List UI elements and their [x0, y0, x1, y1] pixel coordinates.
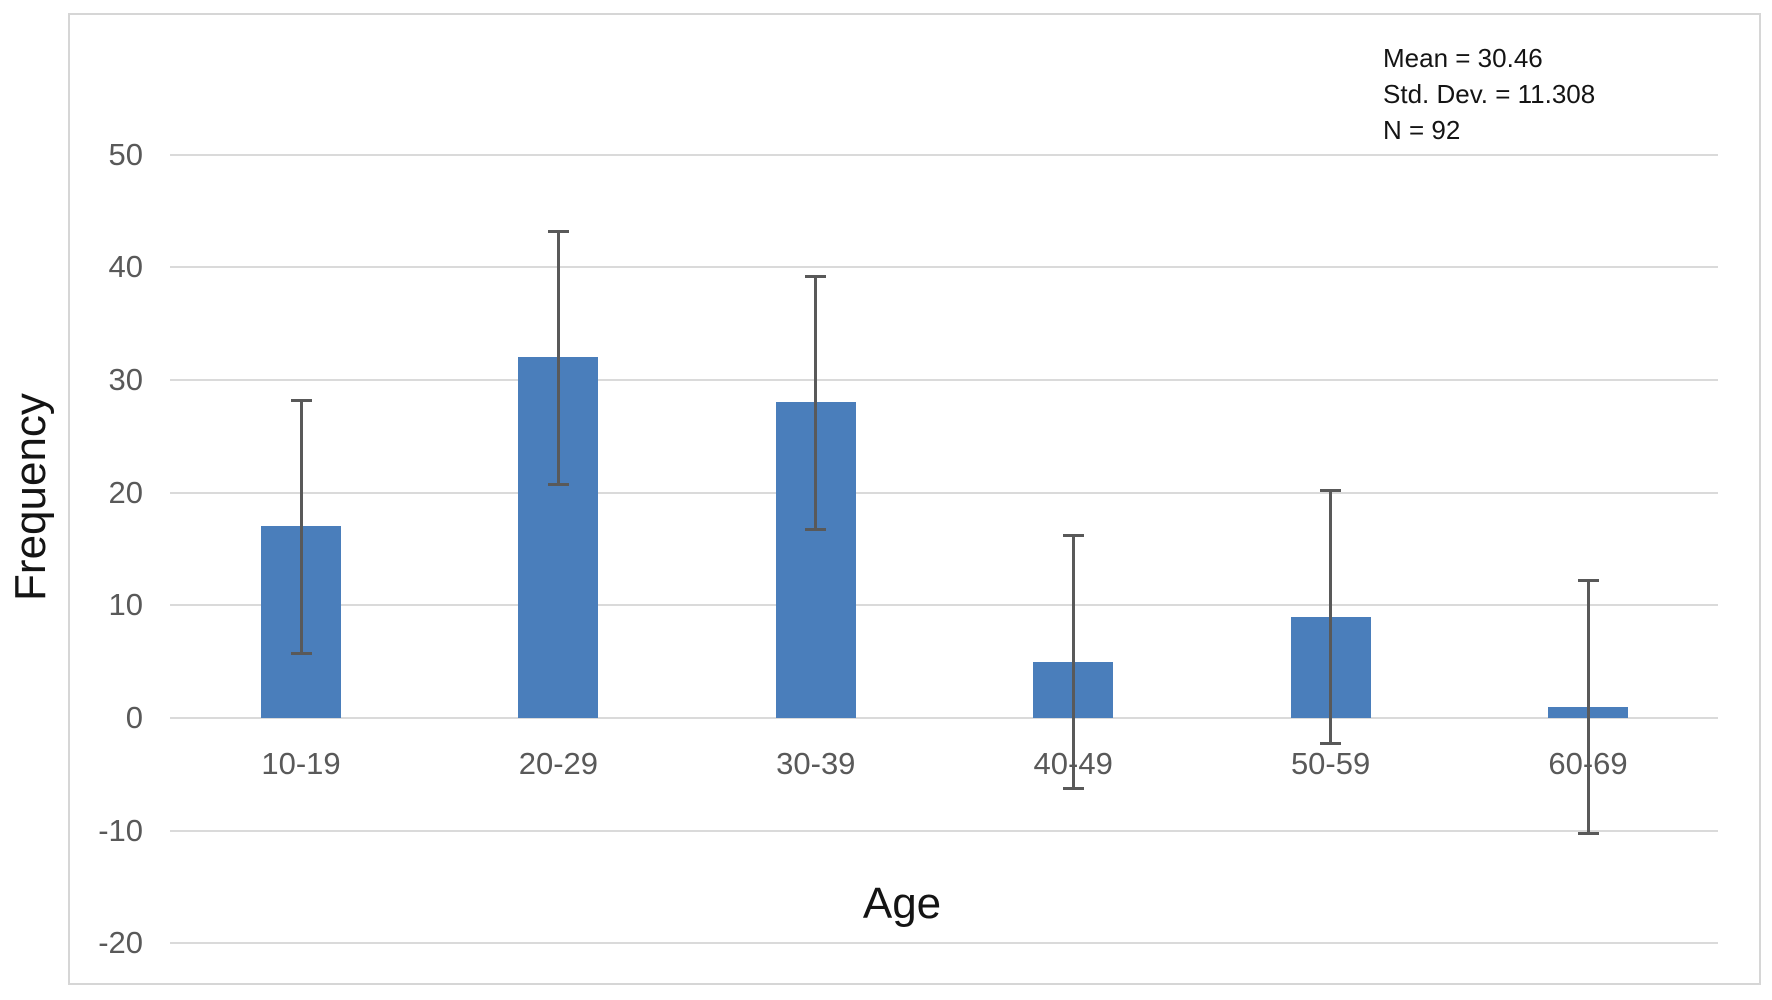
gridline-y-40	[170, 266, 1718, 269]
gridline-y--20	[170, 942, 1718, 945]
error-bar-line-50-59	[1329, 489, 1333, 744]
error-bar-cap-bottom-30-39	[805, 527, 827, 531]
y-tick-label-50: 50	[108, 136, 143, 172]
error-bar-line-40-49	[1071, 534, 1075, 790]
error-bar-cap-top-60-69	[1577, 579, 1599, 583]
y-tick-label-40: 40	[108, 249, 143, 285]
gridline-y-50	[170, 153, 1718, 156]
error-bar-cap-bottom-20-29	[547, 482, 569, 486]
error-bar-cap-top-10-19	[290, 398, 312, 402]
x-tick-label-20-29: 20-29	[518, 746, 599, 781]
stats-stddev: Std. Dev. = 11.308	[1383, 79, 1596, 109]
y-tick-label-10: 10	[108, 587, 143, 623]
error-bar-cap-top-40-49	[1062, 534, 1084, 538]
y-axis-title: Frequency	[6, 393, 55, 601]
error-bar-cap-bottom-40-49	[1062, 787, 1084, 791]
error-bar-line-30-39	[814, 274, 818, 530]
error-bar-cap-top-50-59	[1320, 489, 1342, 493]
error-bar-cap-top-20-29	[547, 229, 569, 233]
error-bar-line-60-69	[1586, 579, 1590, 835]
stats-annotation: Mean = 30.46 Std. Dev. = 11.308 N = 92	[1383, 40, 1595, 148]
error-bar-line-10-19	[299, 398, 303, 654]
error-bar-line-20-29	[556, 229, 560, 485]
gridline-y-20	[170, 491, 1718, 494]
error-bar-cap-bottom-50-59	[1320, 742, 1342, 745]
y-tick-label-20: 20	[108, 474, 143, 510]
gridline-y-10	[170, 604, 1718, 607]
chart-frame	[68, 13, 1761, 985]
y-tick-label--10: -10	[98, 812, 143, 848]
y-tick-label--20: -20	[98, 925, 143, 961]
gridline-y--10	[170, 829, 1718, 832]
error-bar-cap-bottom-60-69	[1577, 832, 1599, 836]
gridline-y-30	[170, 378, 1718, 381]
error-bar-cap-bottom-10-19	[290, 651, 312, 655]
x-tick-label-10-19: 10-19	[261, 746, 341, 781]
stats-n: N = 92	[1383, 115, 1461, 145]
error-bar-cap-top-30-39	[805, 274, 827, 278]
x-tick-label-30-39: 30-39	[776, 746, 856, 781]
stats-mean: Mean = 30.46	[1383, 43, 1543, 73]
y-tick-label-30: 30	[108, 361, 143, 397]
x-axis-title: Age	[862, 879, 942, 928]
y-tick-label-0: 0	[125, 700, 143, 735]
x-tick-label-50-59: 50-59	[1290, 746, 1371, 781]
gridline-y-0	[170, 717, 1718, 719]
